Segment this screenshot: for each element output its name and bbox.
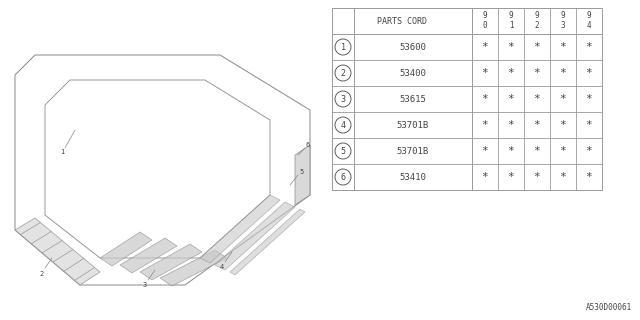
Text: *: * — [482, 172, 488, 182]
Text: 2: 2 — [40, 271, 44, 277]
Text: *: * — [586, 42, 593, 52]
Polygon shape — [15, 218, 100, 285]
Text: *: * — [482, 120, 488, 130]
Text: *: * — [508, 172, 515, 182]
Text: 0: 0 — [483, 21, 487, 30]
Text: 53600: 53600 — [399, 43, 426, 52]
Text: 9: 9 — [534, 12, 540, 20]
Polygon shape — [100, 232, 152, 266]
Text: *: * — [482, 146, 488, 156]
Text: *: * — [508, 146, 515, 156]
Text: *: * — [508, 94, 515, 104]
Text: 3: 3 — [143, 282, 147, 288]
Text: 4: 4 — [220, 264, 224, 270]
Text: 3: 3 — [561, 21, 565, 30]
Text: 3: 3 — [340, 94, 346, 103]
Text: *: * — [534, 146, 540, 156]
Text: *: * — [559, 172, 566, 182]
Polygon shape — [120, 238, 177, 273]
Text: 1: 1 — [509, 21, 513, 30]
Polygon shape — [295, 145, 310, 205]
Text: *: * — [559, 94, 566, 104]
Text: 9: 9 — [483, 12, 487, 20]
Text: 5: 5 — [340, 147, 346, 156]
Polygon shape — [140, 244, 202, 280]
Text: 6: 6 — [340, 172, 346, 181]
Text: 9: 9 — [587, 12, 591, 20]
Text: *: * — [559, 146, 566, 156]
Polygon shape — [215, 202, 295, 270]
Text: *: * — [586, 172, 593, 182]
Text: *: * — [482, 68, 488, 78]
Text: *: * — [534, 94, 540, 104]
Text: *: * — [586, 146, 593, 156]
Text: 9: 9 — [509, 12, 513, 20]
Text: 1: 1 — [340, 43, 346, 52]
Text: *: * — [534, 68, 540, 78]
Text: *: * — [534, 42, 540, 52]
Text: 53701B: 53701B — [397, 147, 429, 156]
Polygon shape — [160, 250, 227, 286]
Text: 9: 9 — [561, 12, 565, 20]
Text: 53400: 53400 — [399, 68, 426, 77]
Text: 6: 6 — [306, 142, 310, 148]
Text: 1: 1 — [60, 149, 64, 155]
Text: *: * — [508, 42, 515, 52]
Text: 2: 2 — [340, 68, 346, 77]
Text: A530D00061: A530D00061 — [586, 303, 632, 312]
Text: *: * — [508, 120, 515, 130]
Text: *: * — [559, 42, 566, 52]
Polygon shape — [200, 195, 280, 263]
Text: *: * — [586, 94, 593, 104]
Text: *: * — [559, 120, 566, 130]
Text: 53701B: 53701B — [397, 121, 429, 130]
Text: 4: 4 — [587, 21, 591, 30]
Text: *: * — [508, 68, 515, 78]
Text: PARTS CORD: PARTS CORD — [377, 17, 427, 26]
Text: *: * — [482, 42, 488, 52]
Text: 5: 5 — [300, 169, 304, 175]
Text: 53410: 53410 — [399, 172, 426, 181]
Text: *: * — [586, 120, 593, 130]
Text: 53615: 53615 — [399, 94, 426, 103]
Bar — [332, 8, 602, 190]
Text: 2: 2 — [534, 21, 540, 30]
Text: *: * — [586, 68, 593, 78]
Text: *: * — [482, 94, 488, 104]
Polygon shape — [230, 209, 305, 275]
Text: *: * — [559, 68, 566, 78]
Text: *: * — [534, 172, 540, 182]
Text: *: * — [534, 120, 540, 130]
Text: 4: 4 — [340, 121, 346, 130]
